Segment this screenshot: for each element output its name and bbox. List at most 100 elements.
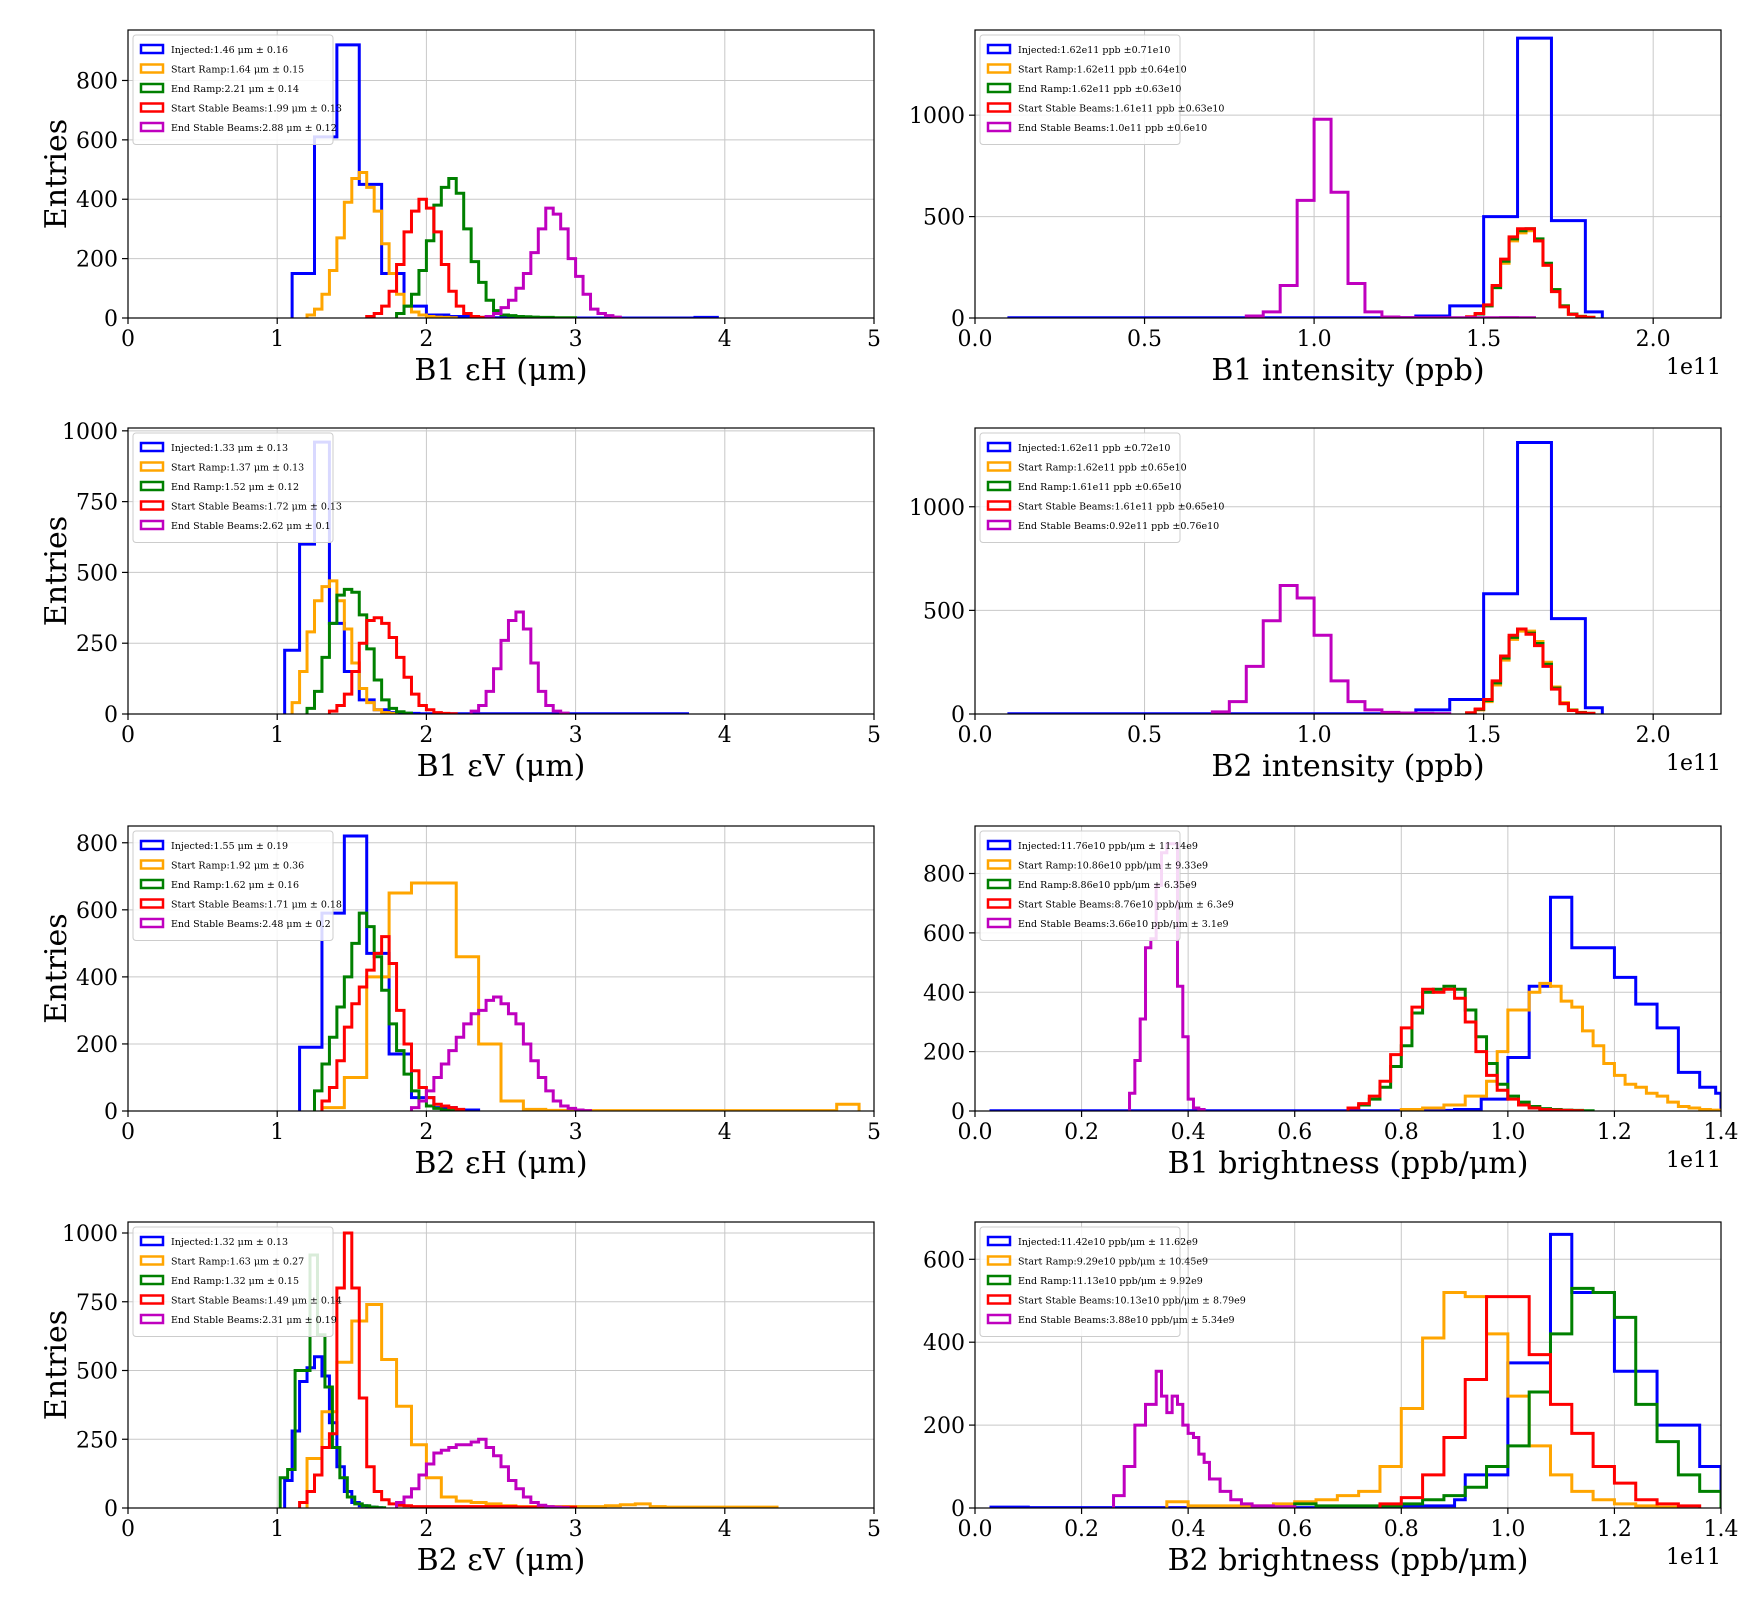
y-tick-label: 1000 — [62, 420, 118, 445]
y-axis-label: Entries — [39, 1310, 74, 1420]
legend-entry: Injected:1.55 μm ± 0.19 — [171, 841, 288, 852]
legend-swatch — [986, 102, 1012, 113]
y-tick-label: 0 — [104, 703, 118, 728]
legend-entry: Start Stable Beams:1.61e11 ppb ±0.65e10 — [1018, 502, 1224, 513]
x-axis-label: B1 brightness (ppb/μm) — [1168, 1146, 1529, 1181]
legend-entry: Start Stable Beams:1.61e11 ppb ±0.63e10 — [1018, 104, 1224, 115]
y-tick-label: 0 — [951, 307, 965, 332]
x-tick-label: 1.0 — [1297, 723, 1332, 748]
x-tick-label: 0.5 — [1127, 327, 1162, 352]
x-tick-label: 1 — [270, 1120, 284, 1145]
histogram-series-3 — [1465, 627, 1596, 714]
x-axis-label: B1 εH (μm) — [414, 353, 587, 388]
histogram-series-4 — [469, 610, 570, 714]
histogram-panel-b1-intensity: 0.0 0.5 1.0 1.5 2.0 0 500 1000 B1 intensity (ppb… — [909, 29, 1722, 388]
legend-swatch — [139, 1274, 165, 1286]
x-tick-label: 2 — [419, 1517, 433, 1542]
x-tick-label: 0.4 — [1171, 1517, 1206, 1542]
x-tick-label: 0.0 — [958, 1517, 993, 1542]
y-tick-label: 0 — [104, 1497, 118, 1522]
x-tick-label: 5 — [867, 1517, 881, 1542]
legend-entry: Start Ramp:9.29e10 ppb/μm ± 10.45e9 — [1018, 1257, 1208, 1268]
legend-entry: Injected:1.32 μm ± 0.13 — [171, 1237, 288, 1248]
x-tick-label: 2 — [419, 723, 433, 748]
histogram-panel-b1-ev: 0 1 2 3 4 5 0 250 500 750 1000 B1 εV (μm) Entries Inj… — [39, 420, 881, 784]
legend-entry: End Stable Beams:3.88e10 ppb/μm ± 5.34e9 — [1018, 1315, 1235, 1326]
plot-frame — [974, 1221, 1722, 1509]
legend-entry: Injected:1.62e11 ppb ±0.72e10 — [1018, 443, 1170, 454]
y-axis-label: Entries — [39, 119, 74, 229]
legend-swatch — [139, 859, 165, 870]
x-axis-label: B2 intensity (ppb) — [1211, 749, 1484, 784]
legend-swatch — [986, 1294, 1012, 1305]
legend-box — [979, 432, 1181, 543]
plot-frame — [974, 427, 1722, 715]
legend-entry: Start Ramp:1.92 μm ± 0.36 — [171, 861, 304, 872]
legend-swatch — [139, 461, 165, 472]
histogram-series-4 — [1210, 584, 1452, 714]
legend-swatch — [986, 121, 1012, 133]
x-tick-label: 0.2 — [1064, 1517, 1099, 1542]
legend-entry: End Stable Beams:2.31 μm ± 0.19 — [171, 1315, 337, 1326]
y-tick-label: 1000 — [62, 1222, 118, 1247]
legend-entry: Start Ramp:10.86e10 ppb/μm ± 9.33e9 — [1018, 861, 1208, 872]
legend-swatch — [139, 917, 165, 929]
legend-swatch — [986, 1313, 1012, 1325]
y-axis-label: Entries — [39, 913, 74, 1023]
x-tick-label: 0.0 — [958, 723, 993, 748]
x-axis-offset-label: 1e11 — [1666, 1148, 1721, 1173]
histogram-series-2 — [395, 176, 578, 318]
y-tick-label: 750 — [76, 1291, 118, 1316]
plot-frame — [974, 825, 1722, 1112]
legend-swatch — [139, 63, 165, 74]
legend-box — [132, 432, 334, 543]
legend-swatch — [986, 461, 1012, 472]
histogram-panel-b2-eh: 0 1 2 3 4 5 0 200 400 600 800 B2 εH (μm) Entries Inje… — [39, 825, 881, 1181]
legend-entry: End Stable Beams:2.48 μm ± 0.2 — [171, 919, 331, 930]
y-tick-label: 200 — [923, 1414, 965, 1439]
legend-swatch — [986, 1274, 1012, 1286]
y-tick-label: 400 — [923, 981, 965, 1006]
legend-entry: Injected:11.76e10 ppb/μm ± 11.14e9 — [1018, 841, 1198, 852]
x-axis-label: B2 εV (μm) — [417, 1543, 586, 1578]
x-tick-label: 0.0 — [958, 1120, 993, 1145]
legend-swatch — [139, 480, 165, 492]
legend-swatch — [986, 82, 1012, 94]
y-tick-label: 600 — [923, 1248, 965, 1273]
x-tick-label: 0 — [121, 723, 135, 748]
histogram-series-1 — [305, 171, 458, 318]
legend-entry: End Ramp:1.62 μm ± 0.16 — [171, 880, 299, 891]
x-tick-label: 1.2 — [1597, 1120, 1632, 1145]
legend-entry: End Ramp:8.86e10 ppb/μm ± 6.35e9 — [1018, 880, 1197, 891]
legend-swatch — [139, 121, 165, 133]
legend-entry: End Stable Beams:1.0e11 ppb ±0.6e10 — [1018, 123, 1207, 134]
histogram-series-4 — [409, 995, 593, 1111]
x-tick-label: 0.4 — [1171, 1120, 1206, 1145]
histogram-series-3 — [1465, 227, 1596, 318]
legend-swatch — [986, 63, 1012, 74]
histogram-series-4 — [395, 1437, 570, 1508]
x-tick-label: 3 — [569, 723, 583, 748]
legend-entry: Start Stable Beams:8.76e10 ppb/μm ± 6.3e… — [1018, 900, 1234, 911]
y-tick-label: 1000 — [909, 496, 965, 521]
x-tick-label: 1 — [270, 327, 284, 352]
legend-entry: Start Ramp:1.62e11 ppb ±0.65e10 — [1018, 463, 1187, 474]
histogram-series-2 — [1465, 627, 1596, 714]
histogram-series-2 — [1293, 1286, 1721, 1508]
x-axis-label: B2 brightness (ppb/μm) — [1168, 1543, 1529, 1578]
plot-frame — [127, 29, 875, 319]
x-tick-label: 0.6 — [1277, 1120, 1312, 1145]
histogram-series-1 — [1399, 981, 1721, 1111]
y-tick-label: 0 — [951, 703, 965, 728]
y-tick-label: 400 — [76, 188, 118, 213]
y-tick-label: 200 — [76, 1033, 118, 1058]
plot-frame — [127, 825, 875, 1112]
x-tick-label: 1.5 — [1466, 723, 1501, 748]
y-tick-label: 1000 — [909, 104, 965, 129]
legend-swatch — [986, 839, 1012, 851]
x-tick-label: 0 — [121, 327, 135, 352]
y-tick-label: 600 — [923, 922, 965, 947]
y-tick-label: 250 — [76, 1428, 118, 1453]
histogram-panel-b2-brightness: 0.0 0.2 0.4 0.6 0.8 1.0 1.2 1.4 0 200 400 600 B2 bri… — [923, 1221, 1739, 1578]
legend-box — [979, 1226, 1181, 1337]
